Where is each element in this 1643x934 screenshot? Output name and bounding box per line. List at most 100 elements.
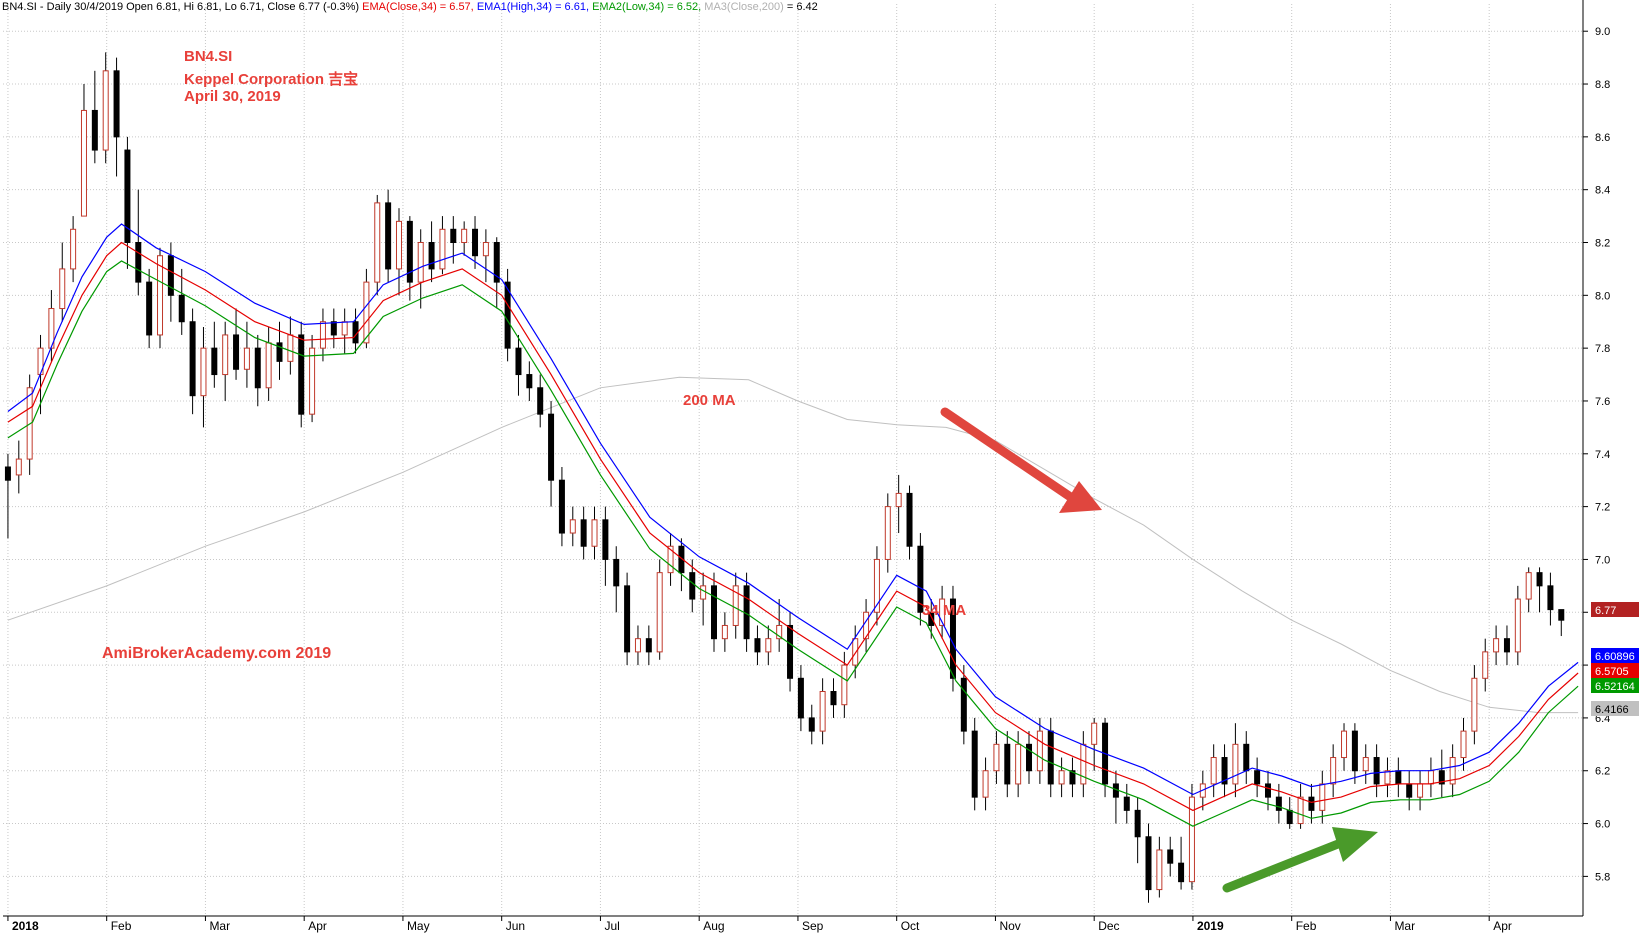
- date-label: April 30, 2019: [184, 88, 281, 105]
- candle-body: [298, 334, 305, 415]
- candle-body: [830, 691, 837, 706]
- candle-body: [852, 638, 859, 666]
- candle-body: [634, 638, 641, 653]
- ma200-label: 200 MA: [683, 392, 736, 409]
- candle-body: [841, 664, 848, 706]
- y-tick-label: 7.6: [1595, 396, 1610, 408]
- x-tick-label: Dec: [1098, 919, 1119, 933]
- candle-body: [319, 321, 326, 349]
- candle-body: [873, 558, 880, 613]
- header-ema: EMA(Close,34) = 6.57,: [362, 1, 474, 13]
- candle-body: [243, 347, 250, 370]
- x-tick-label: Nov: [999, 919, 1020, 933]
- candle-body: [189, 321, 196, 397]
- candle-body: [309, 347, 316, 415]
- candle-body: [939, 598, 946, 626]
- candle-body: [797, 677, 804, 719]
- candle-body: [602, 519, 609, 560]
- candle-body: [1232, 743, 1239, 785]
- x-tick-label: Jul: [604, 919, 619, 933]
- candle-body: [711, 585, 717, 640]
- header-ma3-value: = 6.42: [786, 1, 818, 13]
- candle-body: [732, 585, 739, 626]
- candle-body: [1395, 770, 1402, 785]
- price-tag: [1591, 701, 1639, 716]
- price-tag: [1591, 678, 1639, 693]
- x-tick-label: Apr: [1493, 919, 1512, 933]
- candle-body: [895, 492, 902, 508]
- header-ma3: MA3(Close,200): [704, 1, 784, 13]
- candle-body: [265, 342, 272, 389]
- ema-low-line: [7, 260, 1579, 827]
- candle-body: [1525, 572, 1532, 600]
- candle-body: [222, 334, 229, 376]
- price-tag-label: 6.60896: [1595, 651, 1635, 663]
- candle-body: [645, 638, 652, 653]
- candle-body: [1254, 770, 1261, 785]
- candle-body: [776, 624, 783, 640]
- candle-body: [678, 545, 685, 574]
- candle-body: [1004, 743, 1011, 785]
- candle-body: [1438, 770, 1445, 785]
- axes: 5.86.06.26.46.66.87.07.27.47.67.88.08.28…: [3, 0, 1610, 933]
- candle-body: [1536, 572, 1543, 587]
- ema-close-line: [7, 241, 1579, 812]
- ema-high-line: [7, 223, 1579, 796]
- y-tick-label: 8.4: [1595, 185, 1610, 197]
- candle-body: [395, 220, 402, 270]
- candle-body: [157, 255, 164, 336]
- candles-layer: [4, 52, 1565, 903]
- watermark: AmiBrokerAcademy.com 2019: [102, 645, 332, 662]
- candle-body: [982, 770, 989, 798]
- down-trend-arrowhead: [1059, 481, 1102, 513]
- x-tick-label: Oct: [901, 919, 920, 933]
- x-tick-label: Aug: [703, 919, 724, 933]
- candle-body: [1036, 730, 1043, 772]
- candle-body: [1167, 849, 1174, 864]
- candle-body: [1297, 796, 1304, 825]
- candle-body: [1503, 638, 1510, 653]
- candle-body: [808, 717, 815, 732]
- candle-body: [406, 220, 413, 283]
- candle-body: [1471, 677, 1478, 732]
- candle-body: [146, 281, 153, 336]
- candle-body: [1091, 722, 1098, 745]
- x-tick-label: 2019: [1197, 919, 1224, 933]
- candle-body: [526, 374, 533, 389]
- candle-body: [341, 321, 348, 336]
- candle-body: [1145, 836, 1152, 891]
- candle-body: [1188, 796, 1195, 883]
- candle-body: [1351, 730, 1358, 772]
- candle-body: [928, 611, 935, 626]
- header-ema1: EMA1(High,34) = 6.61,: [476, 1, 590, 13]
- candle-body: [884, 506, 891, 560]
- candle-body: [70, 228, 77, 270]
- chart-header: BN4.SI - Daily 30/4/2019 Open 6.81, Hi 6…: [2, 1, 818, 13]
- x-tick-label: Feb: [111, 919, 132, 933]
- x-tick-label: Apr: [308, 919, 327, 933]
- candle-body: [1482, 651, 1489, 679]
- candle-body: [385, 202, 392, 270]
- candle-body: [1427, 770, 1434, 785]
- candle-body: [113, 70, 120, 138]
- candle-body: [461, 228, 468, 243]
- candle-body: [667, 545, 674, 574]
- y-tick-label: 7.2: [1595, 502, 1610, 514]
- candle-body: [482, 242, 489, 257]
- candle-body: [417, 242, 424, 283]
- candle-body: [450, 228, 457, 243]
- y-tick-label: 5.8: [1595, 871, 1610, 883]
- candle-body: [1449, 757, 1456, 785]
- candle-body: [765, 638, 772, 653]
- up-trend-arrow: [1222, 839, 1343, 893]
- candle-body: [59, 268, 66, 310]
- candle-body: [569, 519, 576, 534]
- candle-body: [721, 624, 728, 640]
- candle-body: [1058, 770, 1065, 785]
- y-tick-label: 6.0: [1595, 819, 1610, 831]
- candle-body: [537, 387, 544, 415]
- price-tag-label: 6.5705: [1595, 666, 1629, 678]
- y-tick-label: 7.8: [1595, 343, 1610, 355]
- candle-body: [504, 281, 511, 349]
